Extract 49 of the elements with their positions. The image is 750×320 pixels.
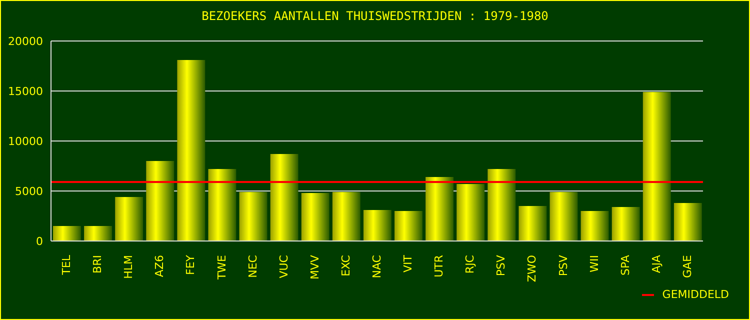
bar	[208, 169, 236, 241]
bar	[146, 161, 174, 241]
x-tick-label: NEC	[246, 254, 260, 278]
chart-title: BEZOEKERS AANTALLEN THUISWEDSTRIJDEN : 1979-1980	[200, 9, 550, 23]
x-tick-label: TWE	[215, 254, 228, 281]
bar	[518, 206, 547, 241]
bar	[84, 226, 112, 241]
bar	[177, 60, 206, 241]
x-tick-label: VIT	[402, 254, 415, 272]
bar	[301, 193, 330, 241]
bar	[580, 211, 609, 241]
bar	[332, 192, 360, 241]
bar	[642, 92, 671, 241]
x-tick-label: BRI	[91, 255, 104, 274]
x-tick-label: UTR	[432, 254, 446, 278]
bar	[270, 154, 298, 241]
y-tick-label: 20000	[8, 34, 43, 48]
x-tick-label: FEY	[184, 254, 198, 275]
x-tick-label: AJA	[650, 254, 663, 274]
x-tick-label: PSV	[556, 254, 570, 276]
bar	[426, 177, 454, 241]
bar	[456, 184, 485, 241]
bar	[674, 203, 702, 241]
x-tick-label: ZWO	[526, 254, 539, 282]
x-tick-label: VUC	[277, 254, 290, 278]
bar	[488, 169, 516, 241]
x-tick-label: GAE	[680, 254, 694, 278]
bar	[239, 192, 268, 241]
bar	[394, 211, 422, 241]
x-tick-label: SPA	[618, 254, 632, 276]
x-tick-label: MVV	[308, 254, 322, 280]
bar	[550, 192, 578, 241]
bar	[53, 226, 81, 241]
x-tick-label: AZ6	[153, 255, 166, 278]
bar	[612, 207, 640, 241]
x-tick-label: NAC	[370, 254, 384, 278]
bar	[115, 197, 144, 241]
y-tick-label: 0	[36, 234, 43, 248]
x-tick-label: PSV	[494, 254, 508, 276]
legend-label: GEMIDDELD	[662, 288, 729, 301]
y-tick-label: 5000	[15, 184, 43, 198]
x-tick-label: RJC	[464, 254, 477, 274]
x-tick-label: WII	[588, 255, 601, 272]
x-tick-label: EXC	[339, 254, 352, 276]
y-tick-label: 10000	[8, 134, 43, 148]
y-tick-label: 15000	[8, 84, 43, 98]
x-tick-label: TEL	[60, 254, 74, 276]
x-tick-label: HLM	[122, 255, 136, 279]
bar	[363, 210, 392, 241]
